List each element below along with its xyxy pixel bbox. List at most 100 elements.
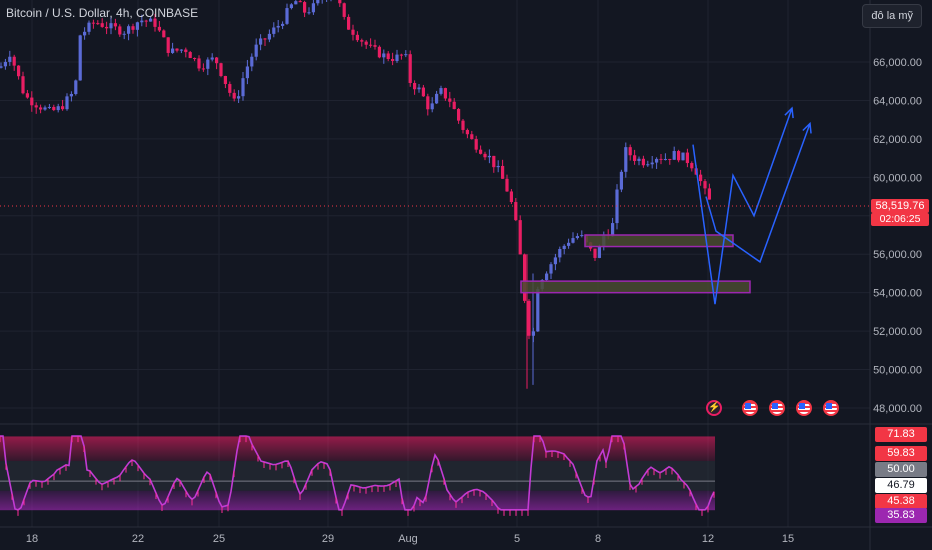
candle xyxy=(492,155,496,168)
us-flag-icon[interactable] xyxy=(769,400,785,416)
candle xyxy=(663,158,667,160)
candle xyxy=(646,164,650,166)
time-axis: 18 22 25 29 Aug 5 8 12 15 xyxy=(26,533,794,545)
candle xyxy=(91,22,95,24)
candle xyxy=(30,97,34,106)
us-flag-icon[interactable] xyxy=(823,400,839,416)
candle xyxy=(162,30,166,38)
candle xyxy=(430,103,434,110)
oscillator-level-tag: 46.79 xyxy=(875,478,927,493)
candle xyxy=(382,53,386,58)
candle xyxy=(294,1,298,5)
candle xyxy=(140,20,144,23)
candle xyxy=(43,107,47,110)
candle xyxy=(421,87,425,97)
candle xyxy=(619,171,623,190)
candle xyxy=(12,56,16,66)
candle xyxy=(562,245,566,250)
candle xyxy=(100,23,104,27)
candle xyxy=(144,20,148,22)
candle xyxy=(624,147,628,172)
candle xyxy=(307,12,311,14)
candle xyxy=(316,0,320,4)
candle xyxy=(707,188,711,200)
price-tick-label: 66,000.00 xyxy=(873,57,922,69)
us-flag-icon[interactable] xyxy=(796,400,812,416)
candle xyxy=(311,3,315,13)
candle xyxy=(672,151,676,160)
candle xyxy=(426,96,430,110)
oscillator-level-tag: 45.38 xyxy=(875,494,927,509)
candle xyxy=(435,93,439,104)
candle xyxy=(509,191,513,203)
candle xyxy=(285,8,289,24)
candle xyxy=(153,18,157,27)
candle xyxy=(514,202,518,221)
candle xyxy=(668,158,672,160)
currency-selector-button[interactable]: đô la mỹ xyxy=(862,4,922,28)
candle xyxy=(703,181,707,189)
candle xyxy=(373,45,377,47)
candle xyxy=(267,33,271,40)
time-tick-label: 5 xyxy=(514,533,520,545)
oversold-band xyxy=(0,490,715,511)
candle xyxy=(483,153,487,158)
candle xyxy=(201,68,205,70)
candle xyxy=(3,61,7,67)
candle xyxy=(65,96,69,110)
candle xyxy=(443,88,447,99)
candle xyxy=(0,66,3,68)
candle xyxy=(364,41,368,45)
us-flag-icon[interactable] xyxy=(742,400,758,416)
candle xyxy=(127,26,131,34)
candle xyxy=(487,155,491,158)
price-axis: 66,000.0064,000.0062,000.0060,000.0058,0… xyxy=(873,57,922,415)
candle xyxy=(479,149,483,154)
candle xyxy=(699,174,703,182)
candle xyxy=(69,93,73,97)
candle xyxy=(474,139,478,150)
candle xyxy=(391,59,395,61)
lightning-event-icon[interactable]: ⚡ xyxy=(706,400,722,416)
time-tick-label: 29 xyxy=(322,533,334,545)
candle xyxy=(263,38,267,40)
candle xyxy=(61,106,65,110)
demand-zone-box xyxy=(584,234,734,248)
candle xyxy=(439,88,443,94)
candle xyxy=(690,163,694,169)
time-tick-label: 12 xyxy=(702,533,714,545)
candle xyxy=(184,49,188,53)
candle xyxy=(175,48,179,51)
candle xyxy=(571,238,575,243)
overbought-band xyxy=(0,436,715,462)
candle xyxy=(655,158,659,163)
candle xyxy=(597,246,601,258)
projection-path xyxy=(692,107,793,305)
candle xyxy=(501,165,505,179)
candle xyxy=(113,23,117,27)
candle xyxy=(399,54,403,56)
candle xyxy=(518,220,522,255)
candle xyxy=(276,25,280,28)
candle xyxy=(536,289,540,332)
candle xyxy=(527,300,531,336)
candle xyxy=(223,76,227,85)
candle xyxy=(558,249,562,258)
candle xyxy=(74,80,78,94)
candle xyxy=(197,58,201,69)
candle xyxy=(351,29,355,35)
candle xyxy=(122,33,126,35)
time-tick-label: 22 xyxy=(132,533,144,545)
candle xyxy=(505,178,509,192)
candle xyxy=(413,82,417,90)
candle xyxy=(131,26,135,30)
candle xyxy=(355,34,359,41)
candle xyxy=(259,38,263,45)
projection-arrowhead xyxy=(784,106,794,119)
time-tick-label: 25 xyxy=(213,533,225,545)
candle xyxy=(281,23,285,26)
price-tick-label: 50,000.00 xyxy=(873,365,922,377)
candle xyxy=(8,56,12,62)
candle xyxy=(118,26,122,35)
